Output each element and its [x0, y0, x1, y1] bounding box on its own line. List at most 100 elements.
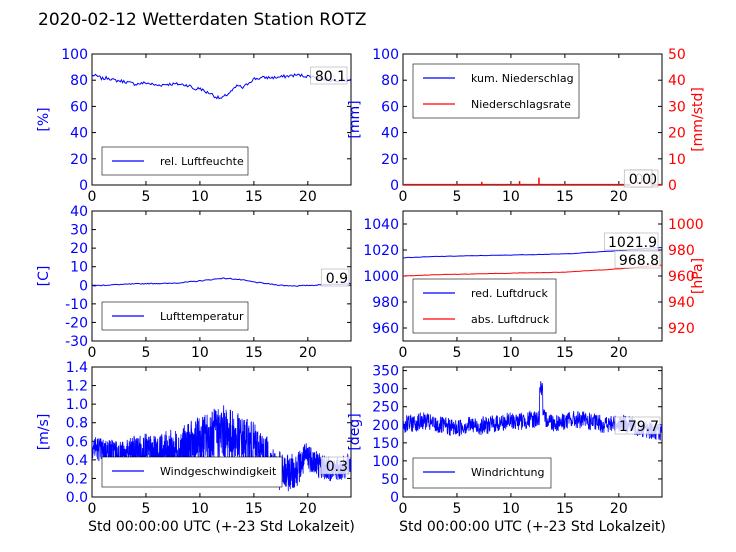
x-tick-label: 10	[502, 345, 520, 361]
y-tick-label: 0	[79, 278, 88, 294]
y-tick-label: 100	[372, 454, 399, 470]
y-tick-label: 100	[61, 47, 88, 63]
y-tick-label: 20	[381, 152, 399, 168]
y-tick-label: 40	[381, 126, 399, 142]
chart-panel-2: 0 5 10 15 20 0 20 40 60 80 100 0 10 20 30 40 50 [mm] [mm/s…	[347, 47, 706, 205]
y-axis-label: [mm]	[347, 100, 363, 138]
y-tick-label-right: 20	[668, 126, 686, 142]
legend-frame	[101, 301, 249, 331]
chart-panel-1: 0 5 10 15 20 0 20 40 60 80 100 [%] 80.1 rel. Luftfeuc…	[36, 47, 352, 205]
y-tick-label-right: 960	[668, 269, 695, 285]
y-tick-label-right: 10	[668, 152, 686, 168]
plot-marks	[92, 277, 351, 287]
x-tick-label: 10	[502, 501, 520, 517]
y-tick-label: 40	[70, 126, 88, 142]
value-annotation-box	[320, 268, 350, 287]
legend-frame	[101, 456, 283, 488]
y-axis-label-right: [hPa]	[690, 258, 706, 294]
y-axis-label: [%]	[36, 107, 52, 131]
y-tick-label: 300	[372, 382, 399, 398]
y-tick-label: 50	[381, 472, 399, 488]
x-tick-label: 20	[610, 345, 628, 361]
value-annotation: 179.7	[619, 419, 659, 435]
legend-entry: red. Luftdruck	[471, 287, 548, 300]
x-tick-label: 0	[88, 345, 97, 361]
chart-panel-4: 0 5 10 15 20 960 980 1000 1020 1040 920 940 960 980 10…	[363, 210, 706, 361]
y-tick-label-right: 40	[668, 73, 686, 89]
series-line-1	[92, 73, 351, 100]
x-tick-label: 20	[610, 189, 628, 205]
x-tick-label: 15	[245, 189, 263, 205]
x-tick-label: 5	[452, 345, 461, 361]
value-annotation: 0.9	[326, 271, 348, 287]
y-tick-label: 960	[372, 321, 399, 337]
y-tick-label: 350	[372, 364, 399, 380]
x-tick-label: 5	[141, 189, 150, 205]
value-annotation: 0.3	[326, 459, 348, 475]
legend-entry: kum. Niederschlag	[471, 72, 574, 85]
series-line-2	[403, 264, 662, 277]
legend-entry: abs. Luftdruck	[471, 313, 550, 326]
y-tick-label: 250	[372, 400, 399, 416]
legend: red. Luftdruck abs. Luftdruck	[412, 278, 557, 334]
y-tick-label: 0.8	[66, 416, 88, 432]
y-axis-label-right: [mm/std]	[690, 87, 706, 152]
y-tick-label: 0.2	[66, 471, 88, 487]
x-tick-label: 0	[399, 501, 408, 517]
y-tick-label: -20	[65, 315, 88, 331]
legend-entry: Windgeschwindigkeit	[160, 465, 277, 478]
plot-marks	[403, 177, 662, 185]
value-annotation-box	[614, 250, 661, 269]
y-axis-label: [m/s]	[36, 414, 52, 451]
x-tick-label: 15	[556, 501, 574, 517]
x-axis-label: Std 00:00:00 UTC (+-23 Std Lokalzeit)	[399, 519, 666, 535]
legend-entry: Lufttemperatur	[160, 310, 244, 323]
y-tick-label-right: 1000	[668, 217, 704, 233]
x-tick-label: 15	[556, 345, 574, 361]
y-tick-label: 1.4	[66, 360, 88, 376]
y-tick-label: 10	[70, 260, 88, 276]
value-annotation: 80.1	[315, 69, 346, 85]
y-tick-label: 0	[390, 490, 399, 506]
chart-panel-3: 0 5 10 15 20 -30 -20 -10 0 10 20 30 40 [C] 0.9 Lufttemp…	[36, 204, 352, 361]
value-annotation: 1021.9	[608, 235, 657, 251]
x-tick-label: 0	[88, 501, 97, 517]
x-tick-label: 0	[399, 345, 408, 361]
chart-panel-5: 0 5 10 15 20 0.0 0.2 0.4 0.6 0.8 1.0 1.2 1.4 [m/s] Std…	[36, 360, 355, 535]
x-tick-label: 20	[610, 501, 628, 517]
x-tick-label: 10	[191, 345, 209, 361]
y-tick-label: 0.4	[66, 453, 88, 469]
legend-frame	[412, 278, 557, 334]
x-tick-label: 0	[88, 189, 97, 205]
value-annotation-box	[320, 456, 350, 475]
value-annotation: 0.0	[629, 172, 651, 188]
figure-title: 2020-02-12 Wetterdaten Station ROTZ	[38, 10, 367, 30]
y-tick-label: 980	[372, 295, 399, 311]
legend-frame	[412, 63, 580, 119]
legend: rel. Luftfeuchte	[101, 146, 249, 176]
legend: kum. Niederschlag Niederschlagsrate	[412, 63, 580, 119]
y-tick-label: 0	[390, 178, 399, 194]
x-tick-label: 15	[556, 189, 574, 205]
y-axis-label: [C]	[36, 266, 52, 287]
legend-entry: Niederschlagsrate	[471, 98, 571, 111]
x-tick-label: 10	[191, 189, 209, 205]
x-tick-label: 5	[141, 345, 150, 361]
value-annotation: 968.8	[619, 253, 659, 269]
y-tick-label: 60	[381, 99, 399, 115]
x-tick-label: 20	[299, 189, 317, 205]
x-tick-label: 10	[191, 501, 209, 517]
legend: Windgeschwindigkeit	[101, 456, 283, 488]
y-tick-label: -10	[65, 297, 88, 313]
y-tick-label: 80	[70, 73, 88, 89]
y-tick-label: 150	[372, 436, 399, 452]
y-tick-label-right: 980	[668, 243, 695, 259]
y-tick-label: 1020	[363, 243, 399, 259]
x-tick-label: 15	[245, 501, 263, 517]
y-tick-label-right: 50	[668, 47, 686, 63]
legend: Lufttemperatur	[101, 301, 249, 331]
x-axis-label: Std 00:00:00 UTC (+-23 Std Lokalzeit)	[88, 519, 355, 535]
y-tick-label: 30	[70, 223, 88, 239]
